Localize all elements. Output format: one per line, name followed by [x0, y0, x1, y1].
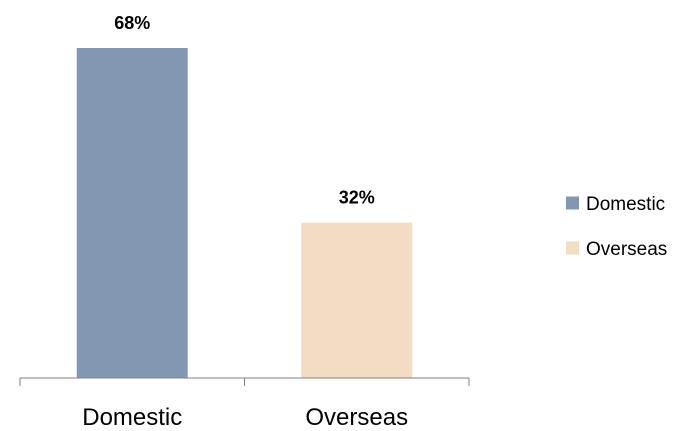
bar-domestic	[76, 48, 188, 378]
legend: Domestic Overseas	[566, 194, 667, 260]
x-tick-label-domestic: Domestic	[82, 404, 182, 431]
x-tick-label-overseas: Overseas	[305, 404, 408, 431]
legend-label-domestic: Domestic	[586, 194, 665, 215]
legend-label-overseas: Overseas	[586, 239, 667, 260]
data-label-overseas: 32%	[339, 188, 375, 208]
data-label-domestic: 68%	[114, 13, 150, 33]
x-tick-labels: Domestic Overseas	[82, 404, 408, 431]
value-labels-group: 68% 32%	[114, 13, 375, 208]
legend-item-domestic: Domestic	[566, 194, 665, 215]
legend-swatch-domestic	[566, 196, 579, 210]
x-axis	[19, 377, 470, 386]
bars-group	[76, 48, 413, 378]
legend-item-overseas: Overseas	[566, 239, 667, 260]
legend-swatch-overseas	[566, 241, 579, 255]
bar-overseas	[301, 222, 413, 378]
